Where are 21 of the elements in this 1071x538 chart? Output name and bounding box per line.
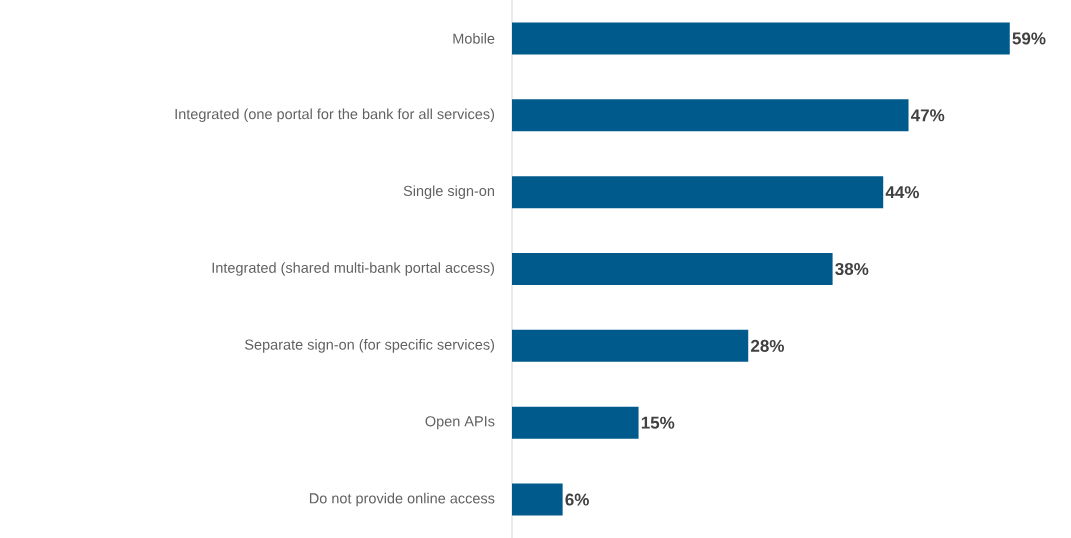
bar <box>512 253 833 286</box>
y-tick-label: Single sign-on <box>403 185 494 199</box>
y-tick-label: Integrated (shared multi-bank portal access) <box>212 262 495 276</box>
data-label: 47% <box>910 109 945 122</box>
bar <box>512 406 639 439</box>
bar <box>512 176 884 209</box>
data-label: 6% <box>565 493 589 506</box>
y-tick-label: Separate sign-on (for specific services) <box>245 339 495 353</box>
data-label: 59% <box>1012 32 1046 45</box>
bar <box>512 22 1010 55</box>
y-tick-label: Do not provide online access <box>309 492 495 507</box>
data-label: 44% <box>885 186 919 199</box>
bar <box>512 483 563 516</box>
data-label: 28% <box>751 339 784 352</box>
y-tick-label: Open APIs <box>425 416 495 430</box>
y-tick-label: Integrated (one portal for the bank for all services) <box>175 108 495 123</box>
data-label: 15% <box>641 416 675 429</box>
bar <box>512 329 749 362</box>
data-label: 38% <box>835 262 869 276</box>
y-tick-label: Mobile <box>453 33 495 44</box>
bar <box>512 99 909 132</box>
